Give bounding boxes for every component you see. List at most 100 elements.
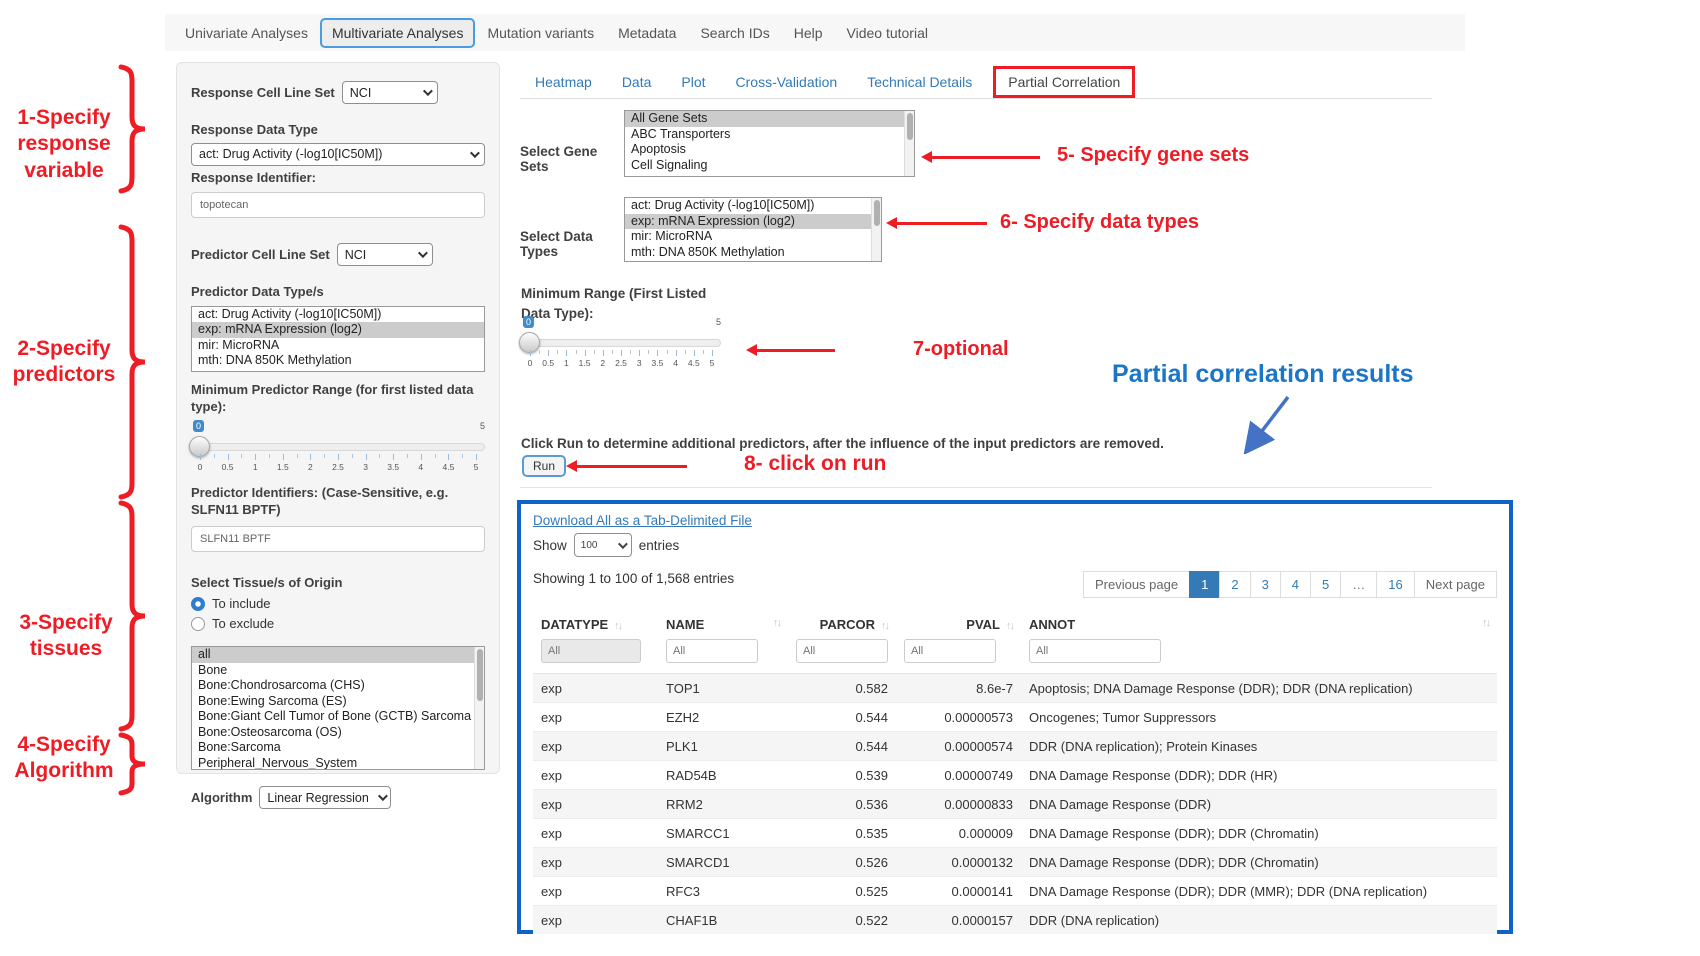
scrollbar[interactable] xyxy=(871,198,881,261)
page-button[interactable]: … xyxy=(1340,571,1377,598)
sort-icon[interactable]: ↑↓ xyxy=(1006,620,1013,632)
col-header-name[interactable]: NAME↑↓ xyxy=(658,612,788,637)
run-button[interactable]: Run xyxy=(522,455,566,477)
min-range-label: Minimum Range (First Listed Data Type): xyxy=(521,284,717,323)
scrollbar[interactable] xyxy=(474,647,484,769)
sort-icon[interactable]: ↑↓ xyxy=(773,617,780,629)
nav-tab-metadata[interactable]: Metadata xyxy=(606,18,688,48)
list-option[interactable]: act: Drug Activity (-log10[IC50M]) xyxy=(625,198,881,214)
list-option[interactable]: ABC Transporters xyxy=(625,127,914,143)
cell-parcor: 0.522 xyxy=(788,906,896,935)
cell-annot: DDR (DNA replication); Protein Kinases xyxy=(1021,732,1497,761)
list-option[interactable]: exp: mRNA Expression (log2) xyxy=(192,322,484,338)
col-header-parcor[interactable]: PARCOR↑↓ xyxy=(788,612,896,637)
list-option[interactable]: exp: mRNA Expression (log2) xyxy=(625,214,881,230)
col-header-datatype[interactable]: DATATYPE↑↓ xyxy=(533,612,658,637)
col-header-pval[interactable]: PVAL↑↓ xyxy=(896,612,1021,637)
list-option[interactable]: Cell Signaling xyxy=(625,158,914,174)
col-header-annot[interactable]: ANNOT↑↓ xyxy=(1021,612,1497,637)
list-option[interactable]: all xyxy=(192,647,484,663)
page-button[interactable]: 5 xyxy=(1310,571,1341,598)
response-data-type-value: act: Drug Activity (-log10[IC50M]) xyxy=(199,147,382,161)
page-size-select[interactable]: 100 xyxy=(574,533,632,557)
filter-name-input[interactable] xyxy=(666,639,758,663)
cell-name: RFC3 xyxy=(658,877,788,906)
tissue-listbox[interactable]: allBoneBone:Chondrosarcoma (CHS)Bone:Ewi… xyxy=(191,646,485,770)
page-button[interactable]: 16 xyxy=(1376,571,1414,598)
predictor-cell-line-set-select[interactable]: NCI xyxy=(337,243,433,266)
list-option[interactable]: Bone xyxy=(192,663,484,679)
download-tab-delimited-link[interactable]: Download All as a Tab-Delimited File xyxy=(533,513,752,528)
cell-name: RRM2 xyxy=(658,790,788,819)
filter-datatype-input[interactable] xyxy=(541,639,641,663)
section-divider xyxy=(520,487,1432,488)
page-button[interactable]: Next page xyxy=(1414,571,1497,598)
radio-unselected-icon[interactable] xyxy=(191,617,205,631)
radio-selected-icon[interactable] xyxy=(191,597,205,611)
cell-pval: 0.00000833 xyxy=(896,790,1021,819)
response-cell-line-set-value: NCI xyxy=(350,86,372,100)
page-button[interactable]: Previous page xyxy=(1083,571,1190,598)
list-option[interactable]: All Gene Sets xyxy=(625,111,914,127)
sort-icon[interactable]: ↑↓ xyxy=(1482,617,1489,629)
subtab-data[interactable]: Data xyxy=(607,68,667,96)
page-button[interactable]: 2 xyxy=(1219,571,1250,598)
tissue-include-radio[interactable]: To include xyxy=(191,596,485,611)
subtab-heatmap[interactable]: Heatmap xyxy=(520,68,607,96)
nav-tab-univariate[interactable]: Univariate Analyses xyxy=(173,18,320,48)
list-option[interactable]: mth: DNA 850K Methylation xyxy=(625,245,881,261)
response-cell-line-set-select[interactable]: NCI xyxy=(342,81,438,104)
min-predictor-range-slider[interactable]: 0 5 00.511.522.533.544.55 xyxy=(191,428,485,476)
gene-sets-listbox[interactable]: All Gene SetsABC TransportersApoptosisCe… xyxy=(624,110,915,177)
list-option[interactable]: mth: DNA 850K Methylation xyxy=(192,353,484,369)
list-option[interactable]: act: Drug Activity (-log10[IC50M]) xyxy=(192,307,484,323)
slider-tick-label: 2.5 xyxy=(332,462,344,472)
algorithm-select[interactable]: Linear Regression xyxy=(259,786,391,809)
subtab-plot[interactable]: Plot xyxy=(666,68,720,96)
tissue-exclude-radio[interactable]: To exclude xyxy=(191,616,485,631)
list-option[interactable]: Bone:Sarcoma xyxy=(192,740,484,756)
table-row: expRFC30.5250.0000141DNA Damage Response… xyxy=(533,877,1497,906)
slider-track[interactable] xyxy=(521,339,721,347)
scrollbar[interactable] xyxy=(904,111,914,176)
subtab-technical-details[interactable]: Technical Details xyxy=(852,68,987,96)
page-button[interactable]: 3 xyxy=(1250,571,1281,598)
nav-tab-video-tutorial[interactable]: Video tutorial xyxy=(835,18,940,48)
cell-pval: 0.00000574 xyxy=(896,732,1021,761)
nav-tab-help[interactable]: Help xyxy=(782,18,835,48)
predictor-data-types-listbox[interactable]: act: Drug Activity (-log10[IC50M])exp: m… xyxy=(191,306,485,372)
algorithm-label: Algorithm xyxy=(191,789,252,807)
predictor-identifiers-label: Predictor Identifiers: (Case-Sensitive, … xyxy=(191,484,485,519)
filter-parcor-input[interactable] xyxy=(796,639,888,663)
sort-icon[interactable]: ↑↓ xyxy=(614,620,621,632)
cell-parcor: 0.536 xyxy=(788,790,896,819)
list-option[interactable]: Bone:Giant Cell Tumor of Bone (GCTB) Sar… xyxy=(192,709,484,725)
nav-tab-search-ids[interactable]: Search IDs xyxy=(688,18,781,48)
filter-pval-input[interactable] xyxy=(904,639,996,663)
min-range-slider[interactable]: 0 5 00.511.522.533.544.55 xyxy=(521,324,721,372)
predictor-identifiers-input[interactable] xyxy=(191,526,485,552)
cell-datatype: exp xyxy=(533,877,658,906)
list-option[interactable]: Bone:Ewing Sarcoma (ES) xyxy=(192,694,484,710)
data-types-listbox[interactable]: act: Drug Activity (-log10[IC50M])exp: m… xyxy=(624,197,882,262)
subtab-partial-correlation[interactable]: Partial Correlation xyxy=(993,66,1135,98)
page-button[interactable]: 1 xyxy=(1189,571,1220,598)
nav-tab-multivariate[interactable]: Multivariate Analyses xyxy=(320,18,476,48)
response-identifier-input[interactable] xyxy=(191,192,485,218)
nav-tab-mutation-variants[interactable]: Mutation variants xyxy=(475,18,606,48)
slider-track[interactable] xyxy=(191,443,485,451)
list-option[interactable]: mir: MicroRNA xyxy=(192,338,484,354)
filter-annot-input[interactable] xyxy=(1029,639,1161,663)
page-button[interactable]: 4 xyxy=(1280,571,1311,598)
subtab-cross-validation[interactable]: Cross-Validation xyxy=(721,68,853,96)
cell-pval: 0.000009 xyxy=(896,819,1021,848)
list-option[interactable]: Apoptosis xyxy=(625,142,914,158)
list-option[interactable]: Bone:Osteosarcoma (OS) xyxy=(192,725,484,741)
sort-icon[interactable]: ↑↓ xyxy=(881,620,888,632)
list-option[interactable]: Bone:Chondrosarcoma (CHS) xyxy=(192,678,484,694)
list-option[interactable]: mir: MicroRNA xyxy=(625,229,881,245)
list-option[interactable]: Peripheral_Nervous_System xyxy=(192,756,484,771)
response-data-type-select[interactable]: act: Drug Activity (-log10[IC50M]) xyxy=(191,143,485,166)
cell-datatype: exp xyxy=(533,761,658,790)
arrow-down-left-icon xyxy=(1238,394,1296,454)
